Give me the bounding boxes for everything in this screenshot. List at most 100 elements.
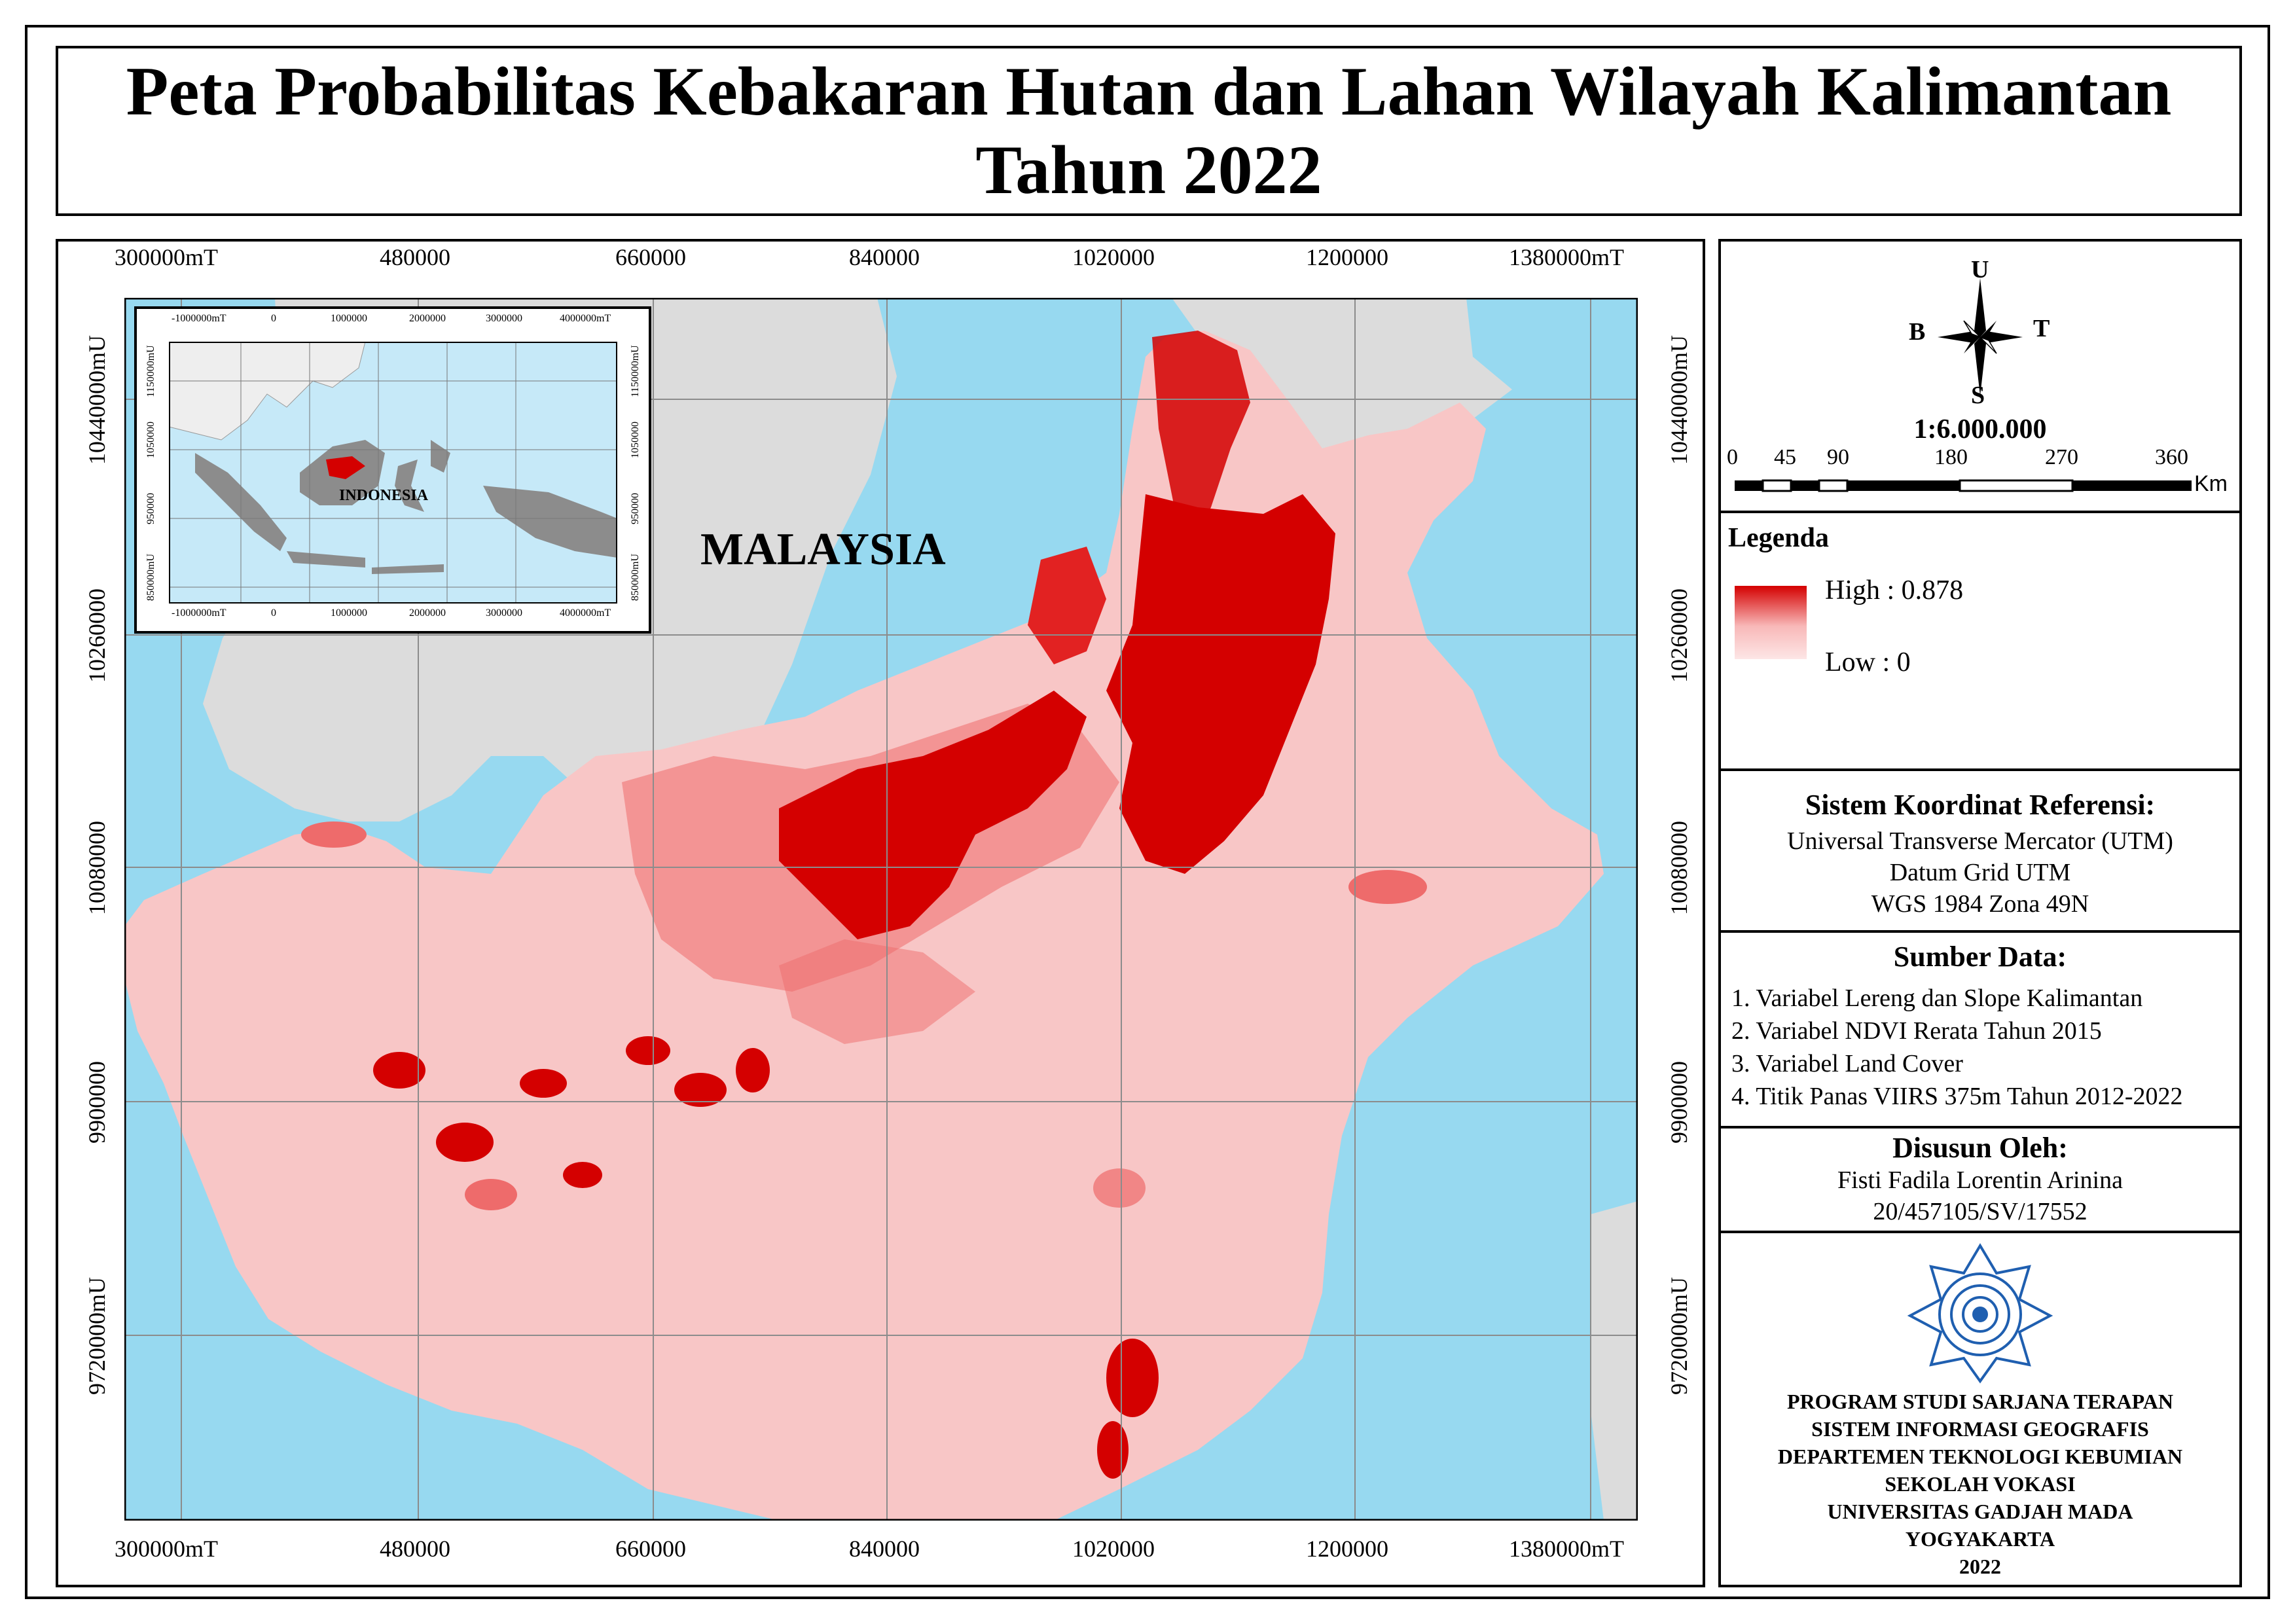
compass-east-label: T [2033, 315, 2050, 342]
hotspot-patch [1093, 1168, 1146, 1208]
hotspot-patch [436, 1123, 494, 1162]
institution-block: PROGRAM STUDI SARJANA TERAPAN SISTEM INF… [1721, 1388, 2239, 1580]
map-sheet-border [25, 25, 2270, 1599]
inset-x-tick: 4000000mT [560, 607, 611, 619]
y-tick-label: 10080000 [84, 821, 110, 915]
panel-divider [1721, 1126, 2239, 1128]
inset-x-tick: 1000000 [331, 607, 367, 619]
hotspot-patch [373, 1052, 425, 1089]
legend-low-label: Low : 0 [1825, 647, 1911, 677]
source-item: 4. Titik Panas VIIRS 375m Tahun 2012-202… [1731, 1083, 2183, 1110]
inset-x-tick: 2000000 [409, 313, 446, 324]
x-tick-label: 1200000 [1306, 1536, 1388, 1562]
crs-title: Sistem Koordinat Referensi: [1805, 789, 2156, 821]
high-probability-zone [1106, 494, 1335, 874]
y-tick-label: 9720000mU [84, 1277, 110, 1395]
hotspot-patch [674, 1073, 727, 1107]
x-tick-label: 840000 [849, 1536, 920, 1562]
institution-line: 2022 [1959, 1555, 2001, 1578]
inset-y-tick: 850000mU [145, 554, 156, 601]
y-tick-label: 9900000 [1666, 1061, 1692, 1144]
author-id: 20/457105/SV/17552 [1873, 1198, 2087, 1225]
y-tick-label: 9900000 [84, 1061, 110, 1144]
sources-title: Sumber Data: [1893, 941, 2067, 973]
y-tick-label: 10260000 [84, 588, 110, 683]
x-tick-label: 1020000 [1072, 244, 1155, 270]
side-panel [1718, 239, 2242, 1587]
main-map [124, 298, 1638, 1521]
inset-x-tick: 0 [271, 607, 276, 619]
title-box: Peta Probabilitas Kebakaran Hutan dan La… [56, 46, 2242, 216]
inset-x-tick: 4000000mT [560, 313, 611, 324]
x-tick-label: 480000 [380, 1536, 450, 1562]
high-probability-zone [1152, 331, 1250, 560]
y-tick-label: 10080000 [1666, 821, 1692, 915]
author-section: Disusun Oleh: Fisti Fadila Lorentin Arin… [1721, 1131, 2239, 1227]
legend-high-label: High : 0.878 [1825, 575, 1964, 605]
source-item: 1. Variabel Lereng dan Slope Kalimantan [1731, 984, 2143, 1012]
sulawesi-land [1591, 1201, 1638, 1521]
scale-label-0: 0 [1727, 445, 1738, 469]
hotspot-patch [563, 1162, 602, 1188]
medium-probability-zone [779, 939, 975, 1044]
x-tick-label: 1200000 [1306, 244, 1388, 270]
panel-divider [1721, 1231, 2239, 1233]
hotspot-patch [465, 1179, 517, 1210]
legend-ramp [1735, 586, 1807, 659]
ugm-seal-icon [1907, 1243, 2053, 1384]
y-tick-label: 10440000mU [1666, 335, 1692, 465]
hotspot-patch [1097, 1421, 1129, 1479]
panel-divider [1721, 768, 2239, 771]
scale-unit: Km [2194, 471, 2228, 496]
institution-line: DEPARTEMEN TEKNOLOGI KEBUMIAN [1777, 1445, 2183, 1468]
scale-label-270: 270 [2045, 445, 2078, 469]
sources-section: Sumber Data: [1721, 940, 2239, 973]
x-tick-label: 660000 [615, 1536, 686, 1562]
x-tick-label: 300000mT [115, 1536, 218, 1562]
institution-line: SISTEM INFORMASI GEOGRAFIS [1811, 1417, 2149, 1441]
inset-x-tick: 3000000 [486, 607, 522, 619]
graticule [124, 298, 1638, 1521]
inset-x-tick: 3000000 [486, 313, 522, 324]
map-title-line-2: Tahun 2022 [975, 132, 1322, 208]
high-probability-zone [779, 691, 1087, 939]
author-name: Fisti Fadila Lorentin Arinina [1837, 1166, 2123, 1194]
hotspot-patch [626, 1036, 670, 1065]
scale-label-180: 180 [1934, 445, 1968, 469]
compass-rose-icon [1938, 278, 2023, 396]
inset-x-tick: -1000000mT [172, 313, 226, 324]
x-tick-label: 300000mT [115, 244, 218, 270]
institution-line: PROGRAM STUDI SARJANA TERAPAN [1787, 1390, 2173, 1413]
scale-bar [1735, 479, 2192, 492]
institution-line: YOGYAKARTA [1905, 1527, 2055, 1551]
sources-list: 1. Variabel Lereng dan Slope Kalimantan … [1731, 982, 2183, 1113]
hotspot-patch [1106, 1339, 1159, 1417]
hotspot-patch [1348, 870, 1427, 904]
compass-west-label: B [1909, 318, 1926, 346]
map-title-line-1: Peta Probabilitas Kebakaran Hutan dan La… [126, 53, 2172, 130]
institution-line: SEKOLAH VOKASI [1885, 1472, 2076, 1496]
inset-x-tick: 2000000 [409, 607, 446, 619]
inset-x-tick: 0 [271, 313, 276, 324]
inset-country-label: INDONESIA [339, 487, 429, 504]
crs-line: Datum Grid UTM [1889, 859, 2071, 886]
x-tick-label: 1380000mT [1509, 1536, 1624, 1562]
y-tick-label: 9720000mU [1666, 1277, 1692, 1395]
compass-south-label: S [1971, 382, 1985, 409]
hotspot-patch [301, 821, 367, 848]
inset-y-tick: 850000mU [630, 554, 641, 601]
x-tick-label: 660000 [615, 244, 686, 270]
hotspot-patch [520, 1069, 567, 1098]
crs-line: Universal Transverse Mercator (UTM) [1787, 827, 2173, 855]
main-map-frame [56, 239, 1705, 1587]
y-tick-label: 10260000 [1666, 588, 1692, 683]
legend-title: Legenda [1728, 523, 1830, 553]
x-tick-label: 480000 [380, 244, 450, 270]
source-item: 3. Variabel Land Cover [1731, 1050, 1963, 1077]
inset-x-tick: 1000000 [331, 313, 367, 324]
x-tick-label: 1020000 [1072, 1536, 1155, 1562]
institution-line: UNIVERSITAS GADJAH MADA [1827, 1500, 2133, 1523]
source-item: 2. Variabel NDVI Rerata Tahun 2015 [1731, 1017, 2102, 1045]
panel-divider [1721, 511, 2239, 513]
y-tick-label: 10440000mU [84, 335, 110, 465]
